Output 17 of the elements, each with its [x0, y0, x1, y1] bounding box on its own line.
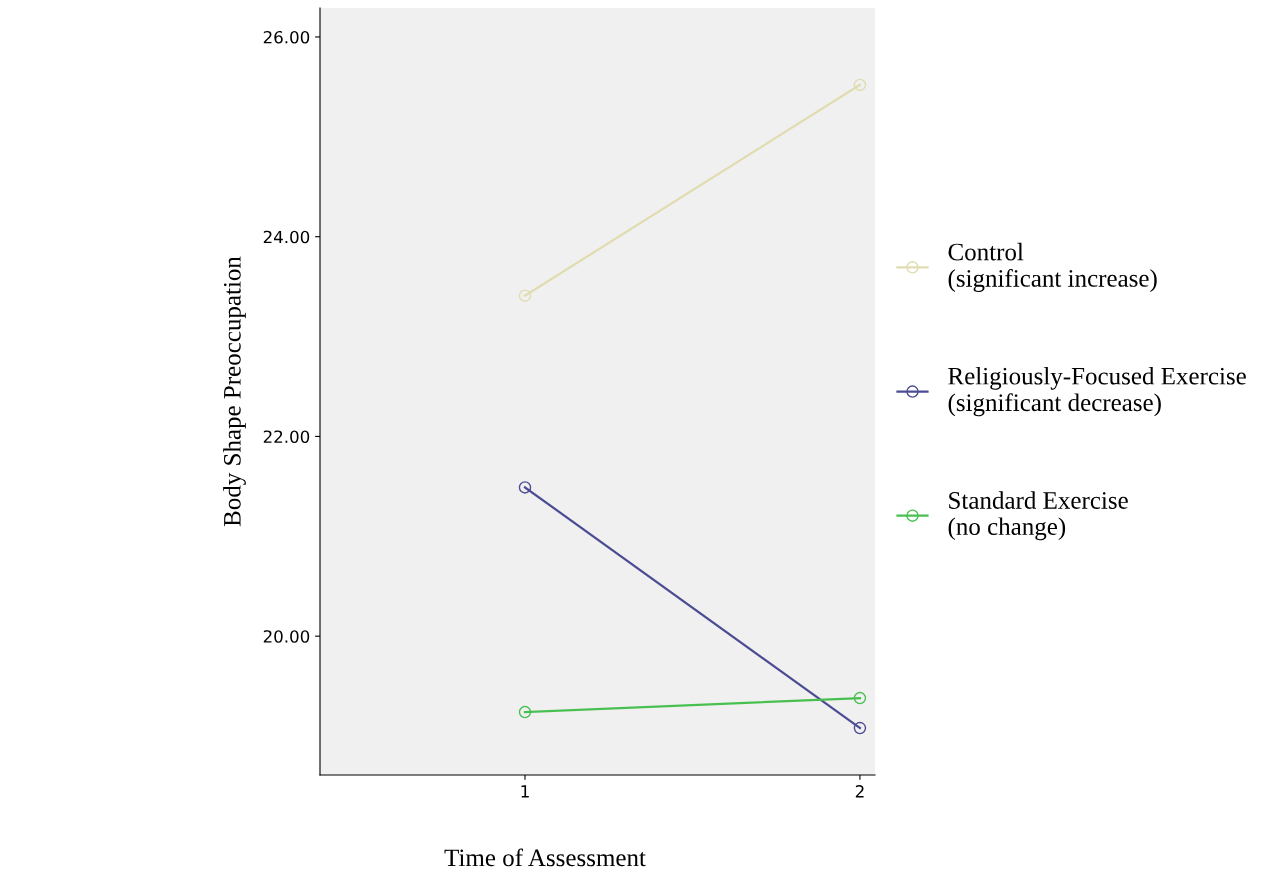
legend-label: Religiously-Focused Exercise (significant decrease): [948, 367, 1246, 417]
legend-label: Control (significant increase): [948, 242, 1157, 293]
y-tick-label: 22.00: [263, 430, 310, 444]
point: [518, 289, 532, 302]
x-tick-label: 2: [855, 785, 864, 798]
x-tick-label: 1: [521, 785, 529, 798]
legend-label: Standard Exercise (no change): [948, 491, 1128, 541]
y-axis-title: Body Shape Preoccupation: [223, 256, 246, 527]
point: [518, 481, 532, 494]
point: [853, 78, 867, 92]
x-axis-title: Time of Assessment: [444, 848, 646, 867]
point: [853, 721, 867, 735]
y-tick-label: 26.00: [263, 30, 310, 44]
point: [853, 691, 867, 705]
point: [518, 705, 532, 719]
y-tick-label: 20.00: [263, 630, 310, 643]
y-tick-label: 24.00: [263, 230, 310, 244]
